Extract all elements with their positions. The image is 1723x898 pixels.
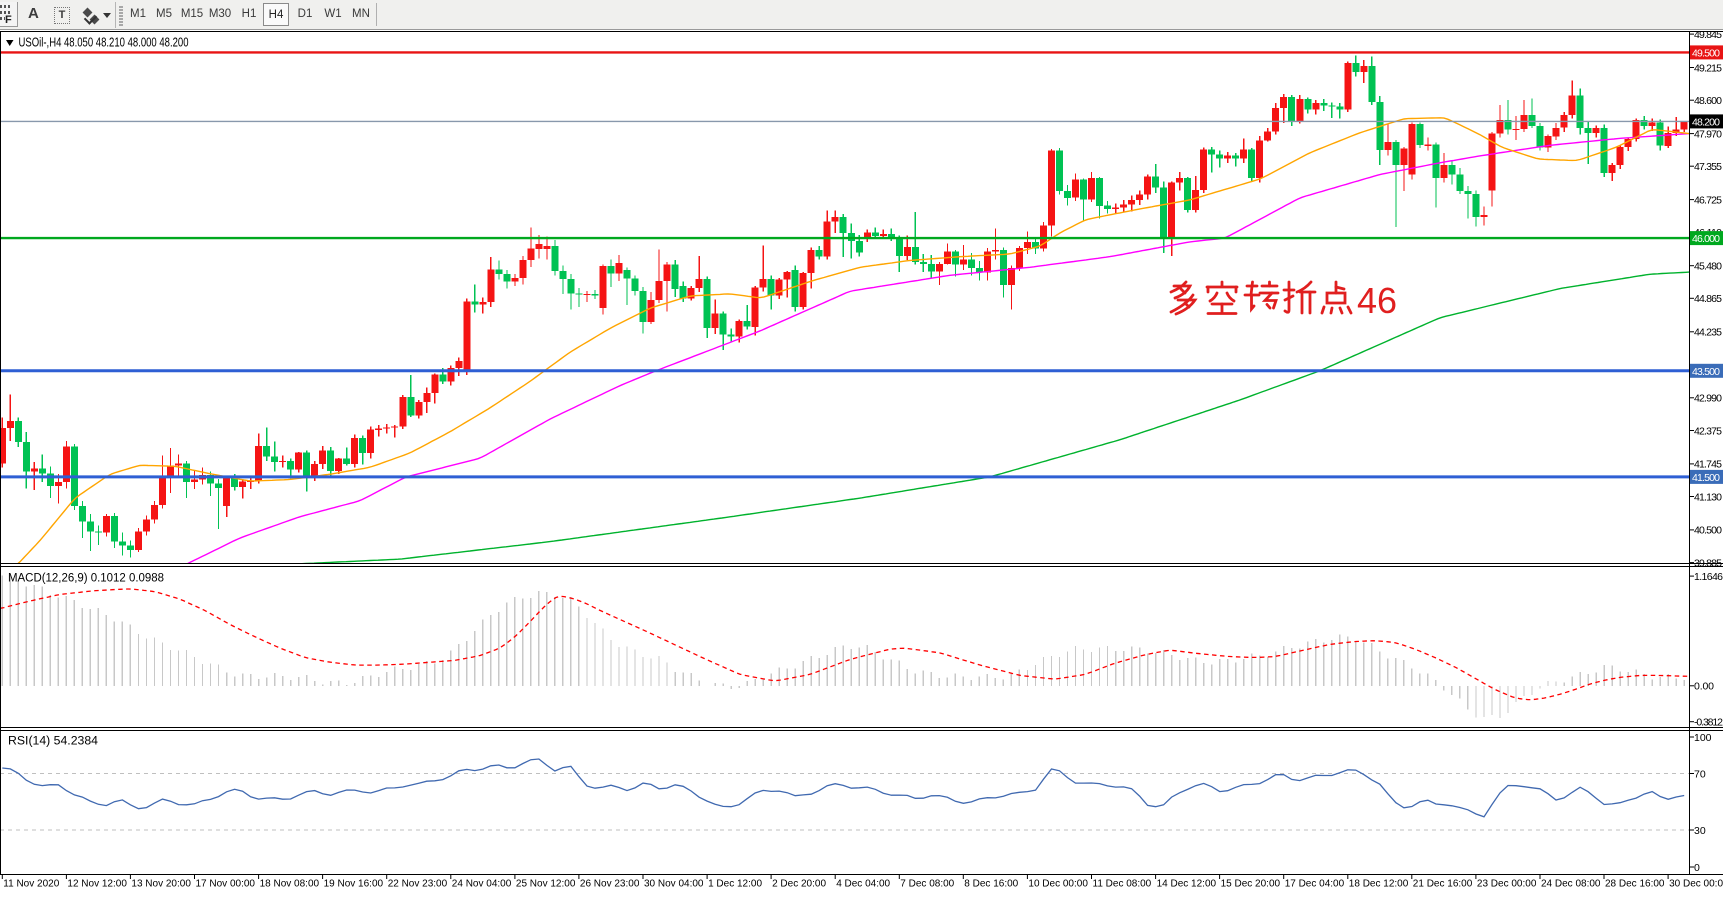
svg-text:49.845: 49.845 bbox=[1694, 29, 1722, 41]
svg-text:43.500: 43.500 bbox=[1692, 366, 1720, 378]
svg-text:-0.3812: -0.3812 bbox=[1694, 717, 1723, 729]
svg-text:2 Dec 20:00: 2 Dec 20:00 bbox=[772, 879, 826, 890]
svg-text:8 Dec 16:00: 8 Dec 16:00 bbox=[964, 879, 1018, 890]
svg-text:44.865: 44.865 bbox=[1694, 293, 1722, 305]
svg-text:11 Dec 08:00: 11 Dec 08:00 bbox=[1093, 879, 1152, 890]
svg-text:41.500: 41.500 bbox=[1692, 472, 1720, 484]
svg-text:22 Nov 23:00: 22 Nov 23:00 bbox=[388, 879, 448, 890]
svg-text:21 Dec 16:00: 21 Dec 16:00 bbox=[1413, 879, 1473, 890]
svg-text:47.355: 47.355 bbox=[1694, 161, 1722, 173]
svg-text:48.200: 48.200 bbox=[1692, 116, 1720, 128]
svg-text:17 Dec 04:00: 17 Dec 04:00 bbox=[1285, 879, 1345, 890]
svg-text:USOil-,H4 48.050 48.210 48.00: USOil-,H4 48.050 48.210 48.000 48.200 bbox=[19, 35, 189, 50]
svg-text:MACD(12,26,9) 0.1012 0.0988: MACD(12,26,9) 0.1012 0.0988 bbox=[8, 573, 164, 585]
svg-text:7 Dec 08:00: 7 Dec 08:00 bbox=[900, 879, 954, 890]
svg-text:14 Dec 12:00: 14 Dec 12:00 bbox=[1157, 879, 1217, 890]
svg-text:40.500: 40.500 bbox=[1694, 525, 1722, 537]
svg-text:41.130: 41.130 bbox=[1694, 491, 1722, 503]
svg-text:12 Nov 12:00: 12 Nov 12:00 bbox=[67, 879, 127, 890]
svg-text:25 Nov 12:00: 25 Nov 12:00 bbox=[516, 879, 576, 890]
svg-text:0: 0 bbox=[1694, 862, 1700, 874]
svg-text:18 Dec 12:00: 18 Dec 12:00 bbox=[1349, 879, 1409, 890]
svg-text:1 Dec 12:00: 1 Dec 12:00 bbox=[708, 879, 762, 890]
svg-text:4 Dec 04:00: 4 Dec 04:00 bbox=[836, 879, 890, 890]
svg-text:RSI(14) 54.2384: RSI(14) 54.2384 bbox=[8, 736, 99, 748]
svg-text:30 Nov 04:00: 30 Nov 04:00 bbox=[644, 879, 704, 890]
svg-text:13 Nov 20:00: 13 Nov 20:00 bbox=[131, 879, 191, 890]
svg-text:49.500: 49.500 bbox=[1692, 47, 1720, 59]
svg-text:15 Dec 20:00: 15 Dec 20:00 bbox=[1221, 879, 1281, 890]
svg-text:46.725: 46.725 bbox=[1694, 194, 1722, 206]
svg-text:48.600: 48.600 bbox=[1694, 95, 1722, 107]
svg-text:46: 46 bbox=[1357, 280, 1397, 321]
svg-text:44.235: 44.235 bbox=[1694, 327, 1722, 339]
svg-text:26 Nov 23:00: 26 Nov 23:00 bbox=[580, 879, 640, 890]
svg-text:46.000: 46.000 bbox=[1692, 233, 1720, 245]
svg-text:30: 30 bbox=[1694, 825, 1706, 837]
svg-text:41.745: 41.745 bbox=[1694, 459, 1722, 471]
svg-text:24 Nov 04:00: 24 Nov 04:00 bbox=[452, 879, 512, 890]
svg-text:47.970: 47.970 bbox=[1694, 128, 1722, 140]
svg-text:42.375: 42.375 bbox=[1694, 425, 1722, 437]
svg-text:28 Dec 16:00: 28 Dec 16:00 bbox=[1605, 879, 1665, 890]
svg-text:49.215: 49.215 bbox=[1694, 62, 1722, 74]
svg-text:17 Nov 00:00: 17 Nov 00:00 bbox=[196, 879, 256, 890]
svg-text:11 Nov 2020: 11 Nov 2020 bbox=[3, 879, 59, 890]
svg-text:24 Dec 08:00: 24 Dec 08:00 bbox=[1541, 879, 1601, 890]
svg-text:18 Nov 08:00: 18 Nov 08:00 bbox=[260, 879, 320, 890]
svg-text:30 Dec 00:00: 30 Dec 00:00 bbox=[1669, 879, 1723, 890]
svg-text:42.990: 42.990 bbox=[1694, 393, 1722, 405]
svg-text:10 Dec 00:00: 10 Dec 00:00 bbox=[1028, 879, 1088, 890]
svg-text:1.1646: 1.1646 bbox=[1694, 571, 1723, 583]
svg-text:0.00: 0.00 bbox=[1694, 681, 1714, 693]
svg-text:19 Nov 16:00: 19 Nov 16:00 bbox=[324, 879, 384, 890]
svg-text:39.885: 39.885 bbox=[1694, 557, 1722, 569]
svg-text:100: 100 bbox=[1694, 732, 1712, 744]
svg-text:23 Dec 00:00: 23 Dec 00:00 bbox=[1477, 879, 1537, 890]
svg-text:45.480: 45.480 bbox=[1694, 261, 1722, 273]
svg-text:70: 70 bbox=[1694, 768, 1706, 780]
